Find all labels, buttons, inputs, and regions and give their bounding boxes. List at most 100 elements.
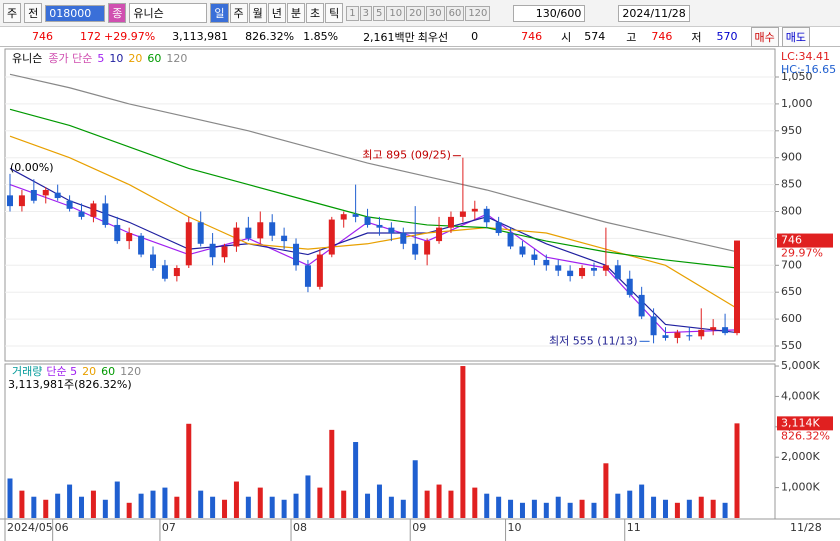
count[interactable]: 130/600 bbox=[513, 4, 586, 22]
candle-body bbox=[293, 243, 300, 266]
candle-body bbox=[686, 335, 693, 337]
candle-body bbox=[447, 216, 454, 228]
button[interactable]: 일 bbox=[210, 3, 229, 23]
candle-body bbox=[674, 332, 681, 338]
x-tick-label: 08 bbox=[293, 521, 307, 534]
y-tick-label: 900 bbox=[781, 151, 802, 164]
candle-body bbox=[495, 222, 502, 234]
volume-bar bbox=[603, 463, 609, 518]
volume-bar bbox=[198, 490, 204, 518]
volume-bar bbox=[698, 496, 704, 518]
candle-body bbox=[722, 327, 729, 334]
candle-body bbox=[471, 208, 478, 212]
button[interactable]: 10 bbox=[386, 5, 406, 21]
y-tick-label: 700 bbox=[781, 258, 802, 271]
best: 0 bbox=[471, 30, 479, 43]
button[interactable]: 5 bbox=[373, 5, 386, 21]
button[interactable]: 월 bbox=[248, 3, 267, 23]
candle-body bbox=[18, 195, 25, 207]
tab[interactable]: 전 bbox=[24, 3, 43, 23]
candle-body bbox=[221, 246, 228, 258]
button[interactable]: 3 bbox=[359, 5, 372, 21]
high: 746 bbox=[651, 30, 673, 43]
stock-name[interactable]: 유니슨 bbox=[129, 3, 208, 23]
candle-body bbox=[304, 265, 311, 287]
volume-bar bbox=[79, 496, 85, 518]
volume-bar bbox=[508, 499, 514, 518]
volume-bar bbox=[567, 502, 573, 518]
date[interactable]: 2024/11/28 bbox=[618, 4, 690, 22]
rate: +29.97% bbox=[104, 30, 156, 43]
volume-bar bbox=[484, 493, 490, 518]
hc-label: HC:-16.65 bbox=[781, 63, 836, 76]
button[interactable]: 초 bbox=[306, 3, 325, 23]
button[interactable]: 120 bbox=[465, 5, 491, 21]
quote-bar: 746 172 +29.97% 3,113,981 826.32% 1.85% … bbox=[0, 26, 840, 47]
lc-label: LC:34.41 bbox=[781, 50, 830, 63]
volume-bar bbox=[293, 493, 299, 518]
button[interactable]: 년 bbox=[267, 3, 286, 23]
candle-body bbox=[102, 203, 109, 225]
change: 172 bbox=[80, 30, 101, 43]
volume-bar bbox=[305, 475, 311, 518]
candle-body bbox=[185, 222, 192, 266]
volume-bar bbox=[460, 366, 466, 518]
candle-body bbox=[626, 278, 633, 295]
volume-bar bbox=[126, 502, 132, 518]
volume-bar bbox=[627, 490, 633, 518]
candle-body bbox=[173, 267, 180, 277]
volume-bar bbox=[222, 499, 228, 518]
button[interactable]: 분 bbox=[286, 3, 305, 23]
volume-bar bbox=[376, 484, 382, 518]
button[interactable]: 20 bbox=[406, 5, 425, 21]
candle-body bbox=[412, 243, 419, 255]
candle-body bbox=[507, 233, 514, 247]
candle-body bbox=[352, 214, 359, 217]
label: 시 bbox=[561, 30, 572, 44]
candle-body bbox=[483, 208, 490, 223]
market: 종 bbox=[108, 3, 127, 23]
x-tick-label: 07 bbox=[162, 521, 176, 534]
candle-body bbox=[531, 254, 538, 260]
x-tick-label: 2024/05 bbox=[7, 521, 53, 534]
candle-body bbox=[436, 227, 443, 242]
price: 746 bbox=[32, 30, 53, 43]
sell-button[interactable]: 매도 bbox=[781, 26, 811, 47]
volume-bar bbox=[43, 499, 49, 518]
code-input[interactable]: 018000 bbox=[45, 4, 106, 22]
volume-bar bbox=[448, 490, 454, 518]
candle-body bbox=[90, 203, 97, 217]
button[interactable]: 틱 bbox=[325, 3, 344, 23]
candle-body bbox=[42, 189, 49, 196]
volume-bar bbox=[317, 487, 323, 518]
candle-body bbox=[734, 240, 740, 334]
button[interactable]: 30 bbox=[425, 5, 445, 21]
volume-bar bbox=[257, 487, 263, 518]
volume-bar bbox=[138, 493, 144, 518]
x-tick-label: 11/28 bbox=[790, 521, 822, 534]
candle-body bbox=[114, 224, 121, 242]
volume-bar bbox=[150, 490, 156, 518]
last-volume-rate: 826.32% bbox=[781, 429, 830, 442]
candle-body bbox=[316, 254, 323, 287]
volume-bar bbox=[269, 496, 275, 518]
x-tick-label: 09 bbox=[412, 521, 426, 534]
y-tick-label: 650 bbox=[781, 285, 802, 298]
y-tick-label: 800 bbox=[781, 205, 802, 218]
candle-body bbox=[662, 335, 669, 338]
button[interactable]: 주 bbox=[229, 3, 248, 23]
candle-body bbox=[30, 189, 37, 201]
candle-body bbox=[710, 327, 717, 330]
volume-bar bbox=[710, 499, 716, 518]
buy-button[interactable]: 매수 bbox=[750, 26, 779, 47]
min-annotation: 최저 555 (11/13) bbox=[549, 334, 638, 347]
tab[interactable]: 주 bbox=[3, 3, 22, 23]
candle-body bbox=[590, 267, 597, 271]
button[interactable]: 1 bbox=[346, 5, 359, 21]
volume-bar bbox=[67, 484, 73, 518]
button[interactable]: 60 bbox=[445, 5, 465, 21]
candle-body bbox=[209, 243, 216, 258]
volume-bar bbox=[7, 478, 13, 518]
candle-body bbox=[519, 246, 526, 255]
